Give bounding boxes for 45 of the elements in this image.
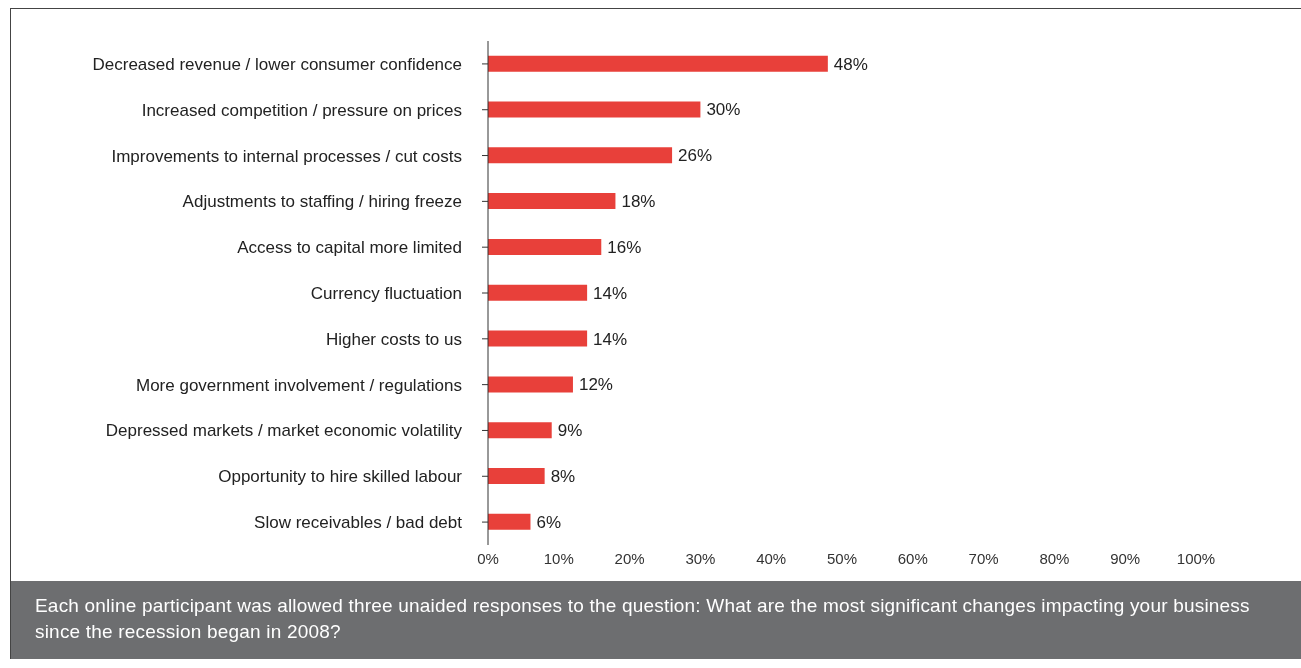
data-label: 14% — [593, 283, 628, 303]
bar — [488, 55, 828, 72]
y-tick-label: Access to capital more limited — [237, 238, 462, 258]
x-tick-label: 0% — [477, 549, 499, 567]
text: Each online participant was allowed three unaided responses to the question: What are the most significant changes impacting your business since the recession began in 2008? — [11, 581, 1301, 659]
data-label: 26% — [678, 146, 713, 166]
data-label: 6% — [536, 512, 562, 532]
data-label: 8% — [550, 466, 576, 486]
bar — [488, 422, 552, 439]
y-tick-label: Improvements to internal processes / cut costs — [111, 146, 462, 166]
bar — [488, 513, 531, 530]
bar — [488, 147, 673, 164]
y-tick-label: Increased competition / pressure on prices — [141, 100, 462, 120]
y-tick-label: Currency fluctuation — [310, 284, 462, 304]
data-label: 9% — [557, 421, 583, 441]
y-tick-label: Depressed markets / market economic volatility — [105, 421, 463, 441]
bar — [488, 193, 616, 210]
x-tick-label: 50% — [826, 549, 858, 567]
bar — [488, 330, 588, 347]
data-label: 14% — [593, 329, 628, 349]
x-tick-label: 80% — [1039, 549, 1070, 567]
y-tick-label: Opportunity to hire skilled labour — [218, 467, 463, 487]
bar — [488, 101, 701, 118]
data-label: 48% — [833, 54, 868, 74]
y-tick-label: More government involvement / regulations — [136, 375, 462, 395]
y-tick-label: Adjustments to staffing / hiring freeze — [182, 192, 462, 212]
x-tick-label: 40% — [756, 549, 787, 567]
y-tick-label: Slow receivables / bad debt — [254, 513, 463, 533]
bar — [488, 238, 602, 255]
data-label: 12% — [578, 375, 613, 395]
x-tick-label: 90% — [1110, 549, 1141, 567]
bar — [488, 284, 588, 301]
bar — [488, 376, 573, 393]
bar — [488, 468, 545, 485]
x-tick-label: 60% — [897, 549, 928, 567]
data-label: 30% — [706, 100, 741, 120]
x-tick-label: 100% — [1176, 549, 1216, 567]
x-tick-label: 70% — [968, 549, 999, 567]
data-label: 16% — [607, 237, 642, 257]
y-tick-label: Decreased revenue / lower consumer confidence — [92, 54, 462, 74]
y-tick-label: Higher costs to us — [325, 329, 462, 349]
data-label: 18% — [621, 192, 656, 212]
x-tick-label: 20% — [614, 549, 645, 567]
x-tick-label: 30% — [685, 549, 716, 567]
x-tick-label: 10% — [543, 549, 574, 567]
